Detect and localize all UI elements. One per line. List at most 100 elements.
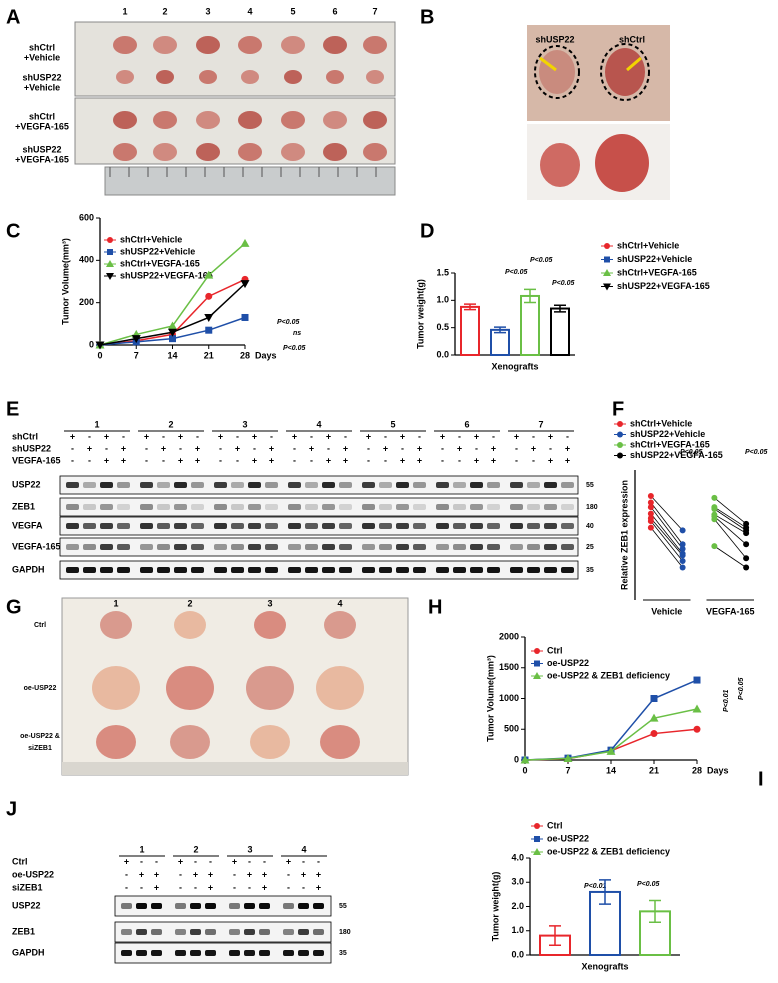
sign: - xyxy=(248,856,251,866)
band xyxy=(190,929,201,935)
category-label: VEGFA-165 xyxy=(706,606,755,616)
tumor xyxy=(196,36,220,54)
legend-label: shUSP22+VEGFA-165 xyxy=(630,450,723,460)
marker xyxy=(533,848,541,855)
y-tick-label: 400 xyxy=(79,255,94,265)
band xyxy=(510,567,523,573)
pair-line xyxy=(650,513,683,554)
sign: + xyxy=(440,431,445,441)
band xyxy=(322,544,335,550)
marker xyxy=(205,326,213,334)
marker xyxy=(606,746,616,755)
band-label: USP22 xyxy=(12,479,41,489)
marker xyxy=(692,704,702,713)
band xyxy=(288,544,301,550)
sign: + xyxy=(343,455,348,465)
legend-label: shUSP22+Vehicle xyxy=(617,254,692,264)
band xyxy=(283,950,294,956)
band xyxy=(140,567,153,573)
sign: - xyxy=(162,455,165,465)
band xyxy=(157,482,170,488)
annotation: P<0.05 xyxy=(738,678,745,700)
bar xyxy=(490,328,510,356)
sign: - xyxy=(140,882,143,892)
marker xyxy=(693,725,701,733)
sign: + xyxy=(326,431,331,441)
band xyxy=(396,567,409,573)
band xyxy=(487,504,500,510)
marker xyxy=(711,543,718,550)
row-label: +VEGFA-165 xyxy=(15,121,69,131)
band xyxy=(205,903,216,909)
x-tick-label: 7 xyxy=(134,350,139,360)
sign: - xyxy=(532,431,535,441)
sign: - xyxy=(344,431,347,441)
band xyxy=(265,523,278,529)
sign: - xyxy=(515,443,518,453)
sign: - xyxy=(441,455,444,465)
band xyxy=(175,903,186,909)
sign: - xyxy=(263,856,266,866)
sign: + xyxy=(326,455,331,465)
sign: - xyxy=(549,443,552,453)
band-label: VEGFA xyxy=(12,520,43,530)
band xyxy=(229,903,240,909)
tumor xyxy=(250,725,290,759)
sign: - xyxy=(248,882,251,892)
band xyxy=(214,504,227,510)
band xyxy=(487,544,500,550)
sign: - xyxy=(179,869,182,879)
tumor xyxy=(113,143,137,161)
band xyxy=(214,567,227,573)
band xyxy=(151,929,162,935)
sign: + xyxy=(343,443,348,453)
band xyxy=(362,482,375,488)
sign: - xyxy=(236,431,239,441)
pair-line xyxy=(650,527,683,568)
band xyxy=(214,523,227,529)
lane-label: 1 xyxy=(122,6,127,16)
annotation: ns xyxy=(293,330,301,337)
band xyxy=(396,504,409,510)
band xyxy=(83,523,96,529)
band xyxy=(231,504,244,510)
band xyxy=(436,544,449,550)
band xyxy=(231,544,244,550)
circle-mark xyxy=(600,43,650,101)
annotation: P<0.05 xyxy=(277,319,299,326)
sign: - xyxy=(310,455,313,465)
sign: - xyxy=(88,455,91,465)
x-axis-label: Days xyxy=(255,350,277,360)
tumor xyxy=(323,36,347,54)
band xyxy=(244,903,255,909)
sign: + xyxy=(400,431,405,441)
band xyxy=(121,950,132,956)
sign: + xyxy=(301,869,306,879)
tumor xyxy=(284,70,302,84)
sign: + xyxy=(178,431,183,441)
marker xyxy=(679,558,686,564)
sign: - xyxy=(566,431,569,441)
sign: + xyxy=(235,443,240,453)
panel-letter: D xyxy=(420,220,434,242)
category-label: Vehicle xyxy=(651,606,682,616)
condition-label: VEGFA-165 xyxy=(12,455,61,465)
band xyxy=(83,567,96,573)
tumor xyxy=(196,143,220,161)
group-label: 1 xyxy=(94,419,99,429)
band-label: GAPDH xyxy=(12,564,45,574)
band xyxy=(322,523,335,529)
y-axis-label: Tumor Volume(mm³) xyxy=(485,655,495,742)
legend-label: shUSP22+VEGFA-165 xyxy=(617,281,710,291)
band xyxy=(470,504,483,510)
bar xyxy=(460,305,480,357)
sign: - xyxy=(155,856,158,866)
band xyxy=(174,523,187,529)
band xyxy=(305,544,318,550)
tumor xyxy=(323,143,347,161)
marker xyxy=(205,292,213,300)
band xyxy=(151,950,162,956)
band-label: ZEB1 xyxy=(12,501,35,511)
band xyxy=(140,504,153,510)
sign: + xyxy=(232,856,237,866)
